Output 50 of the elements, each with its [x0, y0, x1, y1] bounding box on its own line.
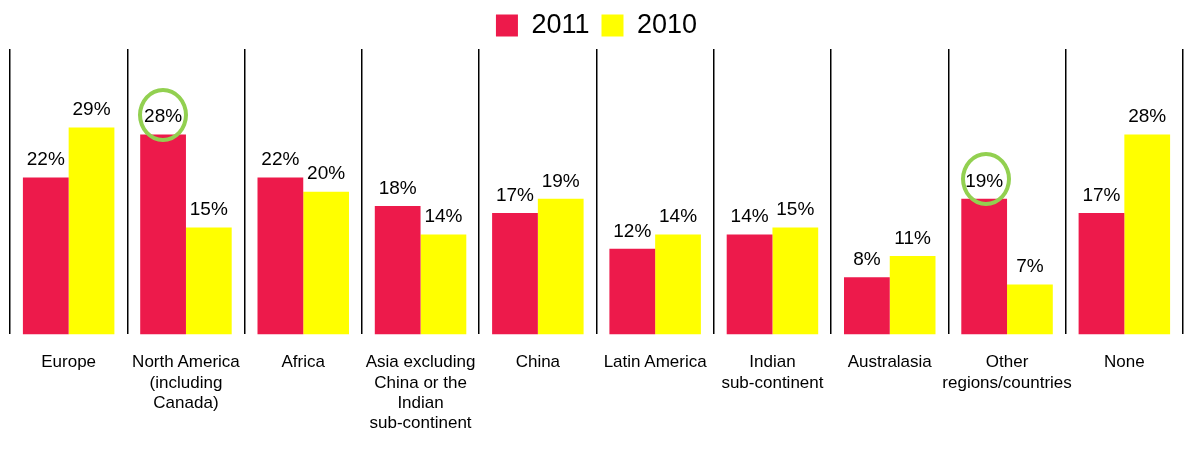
bar: [1124, 134, 1171, 335]
bar: [537, 198, 584, 335]
data-label: 11%: [894, 226, 932, 248]
bar: [303, 191, 349, 335]
data-label: 15%: [189, 198, 228, 220]
bar: [772, 227, 819, 335]
data-label: 17%: [495, 183, 535, 205]
legend-label: 2010: [637, 8, 698, 39]
x-tick-label: North America (including Canada): [132, 352, 241, 413]
data-label: 14%: [730, 205, 769, 227]
data-label: 7%: [1016, 255, 1044, 277]
x-tick-label: China: [515, 352, 561, 372]
bar: [655, 234, 701, 335]
bar: [185, 227, 232, 335]
x-tick-label: Europe: [41, 352, 97, 372]
bar: [1078, 213, 1125, 335]
data-label: 17%: [1082, 183, 1121, 205]
bar: [844, 277, 890, 335]
data-label: 12%: [613, 219, 652, 241]
data-label: 28%: [144, 105, 183, 127]
legend-label: 2011: [531, 8, 590, 39]
data-label: 22%: [261, 148, 300, 170]
data-label: 19%: [541, 169, 580, 191]
bar: [68, 127, 115, 335]
bar: [492, 213, 538, 335]
bar: [420, 234, 467, 335]
bar: [726, 234, 773, 335]
data-label: 29%: [72, 98, 111, 120]
data-label: 19%: [965, 169, 1004, 191]
data-label: 28%: [1128, 105, 1167, 127]
bar: [374, 205, 421, 335]
x-tick-label: Asia excluding China or the Indian sub-continent: [365, 352, 476, 433]
data-label: 15%: [776, 198, 815, 220]
x-tick-label: Australasia: [847, 352, 933, 372]
data-label: 14%: [659, 205, 698, 227]
bar: [609, 248, 656, 335]
data-label: 22%: [26, 148, 65, 170]
data-label: 18%: [378, 176, 417, 198]
x-tick-label: None: [1104, 352, 1145, 372]
x-tick-label: Africa: [281, 352, 326, 372]
data-label: 8%: [853, 248, 881, 270]
x-tick-label: Indian sub-continent: [721, 352, 824, 392]
x-tick-label: Other regions/countries: [942, 352, 1072, 392]
data-label: 14%: [424, 205, 463, 227]
bar: [257, 177, 304, 335]
bar: [889, 255, 936, 335]
x-tick-label: Latin America: [603, 352, 708, 372]
data-label: 20%: [307, 162, 346, 184]
bar: [1007, 284, 1053, 335]
bar: [22, 177, 69, 335]
